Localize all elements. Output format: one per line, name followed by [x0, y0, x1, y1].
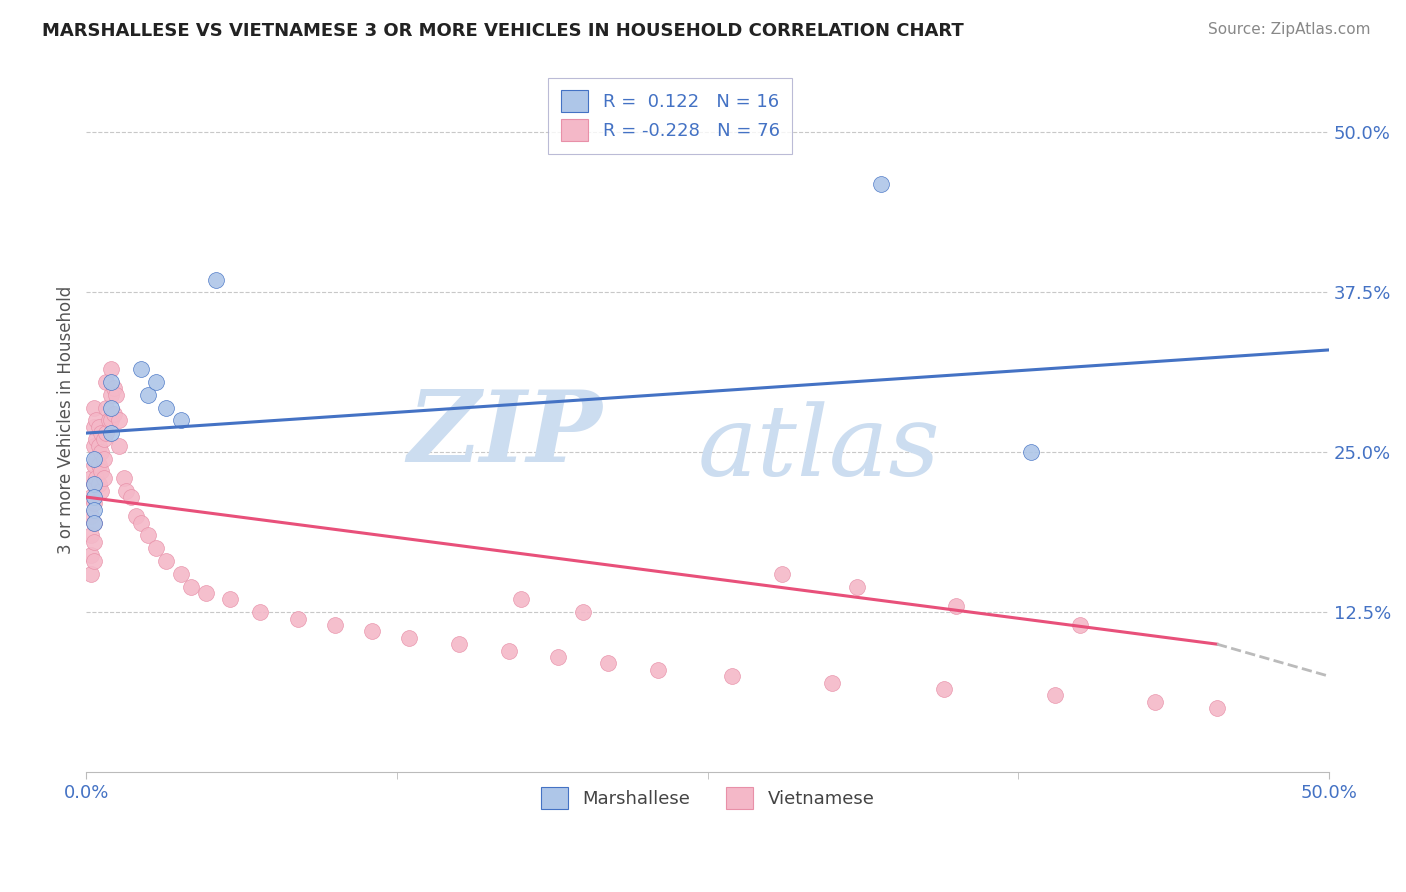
Point [100, 362, 122, 376]
Point [90, 426, 112, 441]
Point [398, 631, 420, 645]
Text: Source: ZipAtlas.com: Source: ZipAtlas.com [1208, 22, 1371, 37]
Point [107, 439, 129, 453]
Point [170, 413, 193, 427]
Point [447, 637, 470, 651]
Point [194, 586, 217, 600]
Point [100, 426, 122, 441]
Point [100, 388, 122, 402]
Point [1143, 695, 1166, 709]
Point [80, 548, 103, 562]
Point [103, 381, 125, 395]
Point [932, 681, 955, 696]
Point [96, 375, 118, 389]
Point [170, 566, 193, 581]
Point [1045, 689, 1067, 703]
Point [100, 401, 122, 415]
Point [155, 554, 177, 568]
Point [84, 471, 107, 485]
Point [287, 611, 309, 625]
Point [547, 649, 569, 664]
Point [145, 375, 167, 389]
Legend: Marshallese, Vietnamese: Marshallese, Vietnamese [533, 780, 882, 816]
Point [83, 451, 105, 466]
Point [83, 496, 105, 510]
Point [129, 516, 152, 530]
Point [129, 362, 152, 376]
Point [845, 580, 868, 594]
Point [1019, 445, 1042, 459]
Point [83, 477, 105, 491]
Point [361, 624, 384, 639]
Point [598, 657, 620, 671]
Point [323, 618, 346, 632]
Point [120, 490, 142, 504]
Point [93, 451, 115, 466]
Point [138, 528, 160, 542]
Point [83, 516, 105, 530]
Point [219, 592, 242, 607]
Point [87, 458, 110, 472]
Point [83, 554, 105, 568]
Point [138, 388, 160, 402]
Text: MARSHALLESE VS VIETNAMESE 3 OR MORE VEHICLES IN HOUSEHOLD CORRELATION CHART: MARSHALLESE VS VIETNAMESE 3 OR MORE VEHI… [42, 22, 965, 40]
Point [97, 413, 120, 427]
Point [572, 605, 595, 619]
Point [112, 471, 135, 485]
Point [84, 451, 107, 466]
Point [145, 541, 167, 556]
Point [90, 483, 112, 498]
Point [93, 471, 115, 485]
Y-axis label: 3 or more Vehicles in Household: 3 or more Vehicles in Household [58, 286, 75, 555]
Point [96, 401, 118, 415]
Text: ZIP: ZIP [406, 386, 602, 483]
Point [721, 669, 744, 683]
Point [770, 566, 793, 581]
Point [80, 471, 103, 485]
Point [80, 566, 103, 581]
Point [510, 592, 533, 607]
Point [83, 458, 105, 472]
Point [1069, 618, 1091, 632]
Point [945, 599, 967, 613]
Point [647, 663, 669, 677]
Point [84, 413, 107, 427]
Point [249, 605, 271, 619]
Text: atlas: atlas [697, 401, 941, 496]
Point [83, 503, 105, 517]
Point [87, 419, 110, 434]
Point [80, 528, 103, 542]
Point [83, 477, 105, 491]
Point [96, 426, 118, 441]
Point [105, 388, 128, 402]
Point [83, 419, 105, 434]
Point [115, 483, 138, 498]
Point [83, 534, 105, 549]
Point [80, 509, 103, 524]
Point [1206, 701, 1229, 715]
Point [100, 413, 122, 427]
Point [83, 401, 105, 415]
Point [180, 580, 202, 594]
Point [155, 401, 177, 415]
Point [80, 490, 103, 504]
Point [83, 490, 105, 504]
Point [204, 272, 226, 286]
Point [83, 516, 105, 530]
Point [125, 509, 148, 524]
Point [498, 643, 520, 657]
Point [93, 433, 115, 447]
Point [83, 439, 105, 453]
Point [90, 465, 112, 479]
Point [90, 445, 112, 459]
Point [870, 177, 893, 191]
Point [84, 433, 107, 447]
Point [103, 407, 125, 421]
Point [87, 439, 110, 453]
Point [107, 413, 129, 427]
Point [87, 477, 110, 491]
Point [100, 375, 122, 389]
Point [821, 675, 844, 690]
